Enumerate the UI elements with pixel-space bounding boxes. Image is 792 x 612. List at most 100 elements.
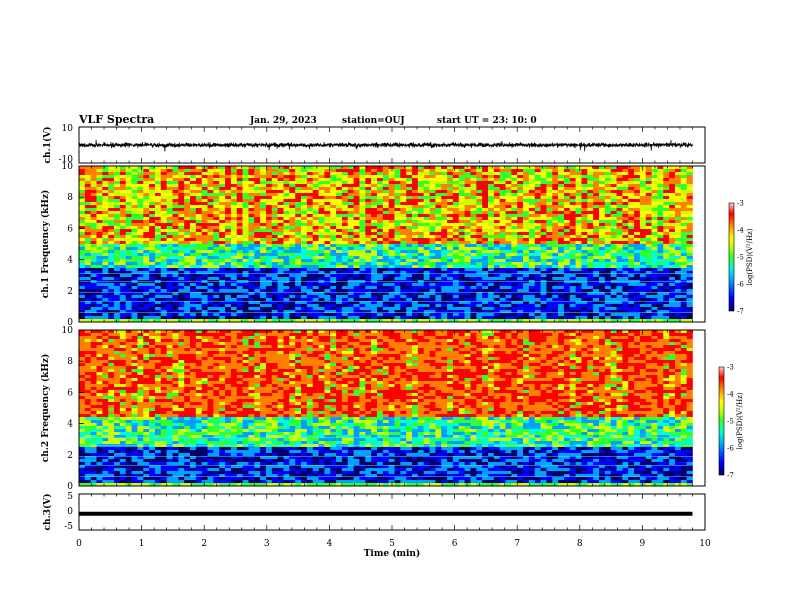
spectrogram-cell — [581, 283, 588, 287]
spectrogram-cell — [166, 265, 173, 269]
spectrogram-cell — [271, 259, 278, 263]
spectrogram-cell — [277, 301, 284, 305]
spectrogram-cell — [260, 310, 267, 314]
spectrogram-cell — [225, 196, 232, 200]
spectrogram-cell — [634, 268, 641, 272]
spectrogram-cell — [336, 184, 343, 188]
spectrogram-cell — [552, 298, 559, 302]
spectrogram-cell — [154, 238, 162, 242]
spectrogram-cell — [213, 298, 220, 302]
spectrogram-cell — [166, 295, 173, 299]
spectrogram-cell — [283, 226, 290, 230]
spectrogram-cell — [225, 292, 232, 296]
spectrogram-cell — [312, 178, 319, 182]
spectrogram-cell — [102, 292, 109, 296]
spectrogram-cell — [540, 181, 547, 185]
spectrogram-cell — [458, 316, 465, 320]
spectrogram-cell — [604, 187, 611, 191]
spectrogram-cell — [435, 217, 442, 221]
spectrogram-cell — [318, 283, 325, 287]
spectrogram-cell — [119, 223, 127, 227]
spectrogram-cell — [581, 172, 588, 176]
spectrogram-cell — [634, 193, 641, 197]
spectrogram-cell — [312, 244, 319, 248]
spectrogram-cell — [634, 235, 641, 239]
spectrogram-cell — [575, 244, 582, 248]
spectrogram-cell — [429, 193, 436, 197]
spectrogram-cell — [195, 307, 202, 311]
spectrogram-cell — [452, 316, 460, 320]
spectrogram-cell — [324, 316, 331, 320]
spectrogram-cell — [441, 178, 448, 182]
spectrogram-cell — [324, 298, 331, 302]
spectrogram-cell — [289, 178, 296, 182]
spectrogram-cell — [505, 187, 512, 191]
spectrogram-cell — [499, 307, 506, 311]
spectrogram-cell — [452, 202, 460, 206]
spectrogram-cell — [353, 256, 360, 260]
spectrogram-cell — [283, 307, 290, 311]
spectrogram-cell — [248, 226, 255, 230]
spectrogram-cell — [546, 295, 553, 299]
spectrogram-cell — [184, 214, 191, 218]
spectrogram-cell — [563, 241, 571, 245]
spectrogram-cell — [219, 271, 226, 275]
spectrogram-cell — [423, 265, 430, 269]
spectrogram-cell — [546, 265, 553, 269]
spectrogram-cell — [528, 259, 536, 263]
spectrogram-cell — [610, 307, 617, 311]
spectrogram-cell — [394, 235, 401, 239]
spectrogram-cell — [634, 298, 641, 302]
spectrogram-cell — [213, 178, 220, 182]
spectrogram-cell — [388, 295, 395, 299]
spectrogram-cell — [476, 217, 483, 221]
spectrogram-cell — [610, 184, 617, 188]
spectrogram-cell — [236, 268, 243, 272]
spectrogram-cell — [324, 238, 331, 242]
spectrogram-cell — [587, 166, 594, 170]
spectrogram-cell — [260, 253, 267, 257]
spectrogram-cell — [301, 298, 308, 302]
spectrogram-cell — [137, 187, 144, 191]
spectrogram-cell — [154, 253, 162, 257]
spectrogram-cell — [154, 178, 162, 182]
spectrogram-cell — [382, 256, 389, 260]
spectrogram-cell — [558, 229, 565, 233]
spectrogram-cell — [371, 289, 378, 293]
spectrogram-cell — [306, 220, 313, 224]
spectrogram-cell — [90, 235, 97, 239]
spectrogram-cell — [166, 181, 173, 185]
spectrogram-cell — [283, 232, 290, 236]
spectrogram-cell — [306, 310, 313, 314]
spectrogram-cell — [441, 259, 448, 263]
spectrogram-cell — [318, 307, 325, 311]
spectrogram-cell — [324, 205, 331, 209]
spectrogram-cell — [137, 193, 144, 197]
spectrogram-cell — [575, 319, 582, 323]
spectrogram-cell — [312, 238, 319, 242]
spectrogram-cell — [476, 304, 483, 308]
spectrogram-cell — [546, 223, 553, 227]
spectrogram-cell — [341, 304, 349, 308]
spectrogram-cell — [371, 292, 378, 296]
spectrogram-cell — [225, 166, 232, 170]
spectrogram-cell — [195, 316, 202, 320]
spectrogram-cell — [493, 283, 500, 287]
spectrogram-cell — [341, 310, 349, 314]
spectrogram-cell — [628, 229, 635, 233]
spectrogram-cell — [265, 175, 273, 179]
spectrogram-cell — [225, 253, 232, 257]
spectrogram-cell — [528, 205, 536, 209]
spectrogram-cell — [271, 253, 278, 257]
spectrogram-cell — [178, 259, 185, 263]
spectrogram-cell — [108, 226, 115, 230]
spectrogram-cell — [318, 202, 325, 206]
spectrogram-cell — [435, 319, 442, 323]
spectrogram-cell — [622, 208, 629, 212]
spectrogram-cell — [90, 211, 97, 215]
spectrogram-cell — [172, 169, 179, 173]
spectrogram-cell — [563, 205, 571, 209]
spectrogram-cell — [464, 268, 471, 272]
spectrogram-cell — [417, 253, 425, 257]
spectrogram-cell — [79, 256, 86, 260]
